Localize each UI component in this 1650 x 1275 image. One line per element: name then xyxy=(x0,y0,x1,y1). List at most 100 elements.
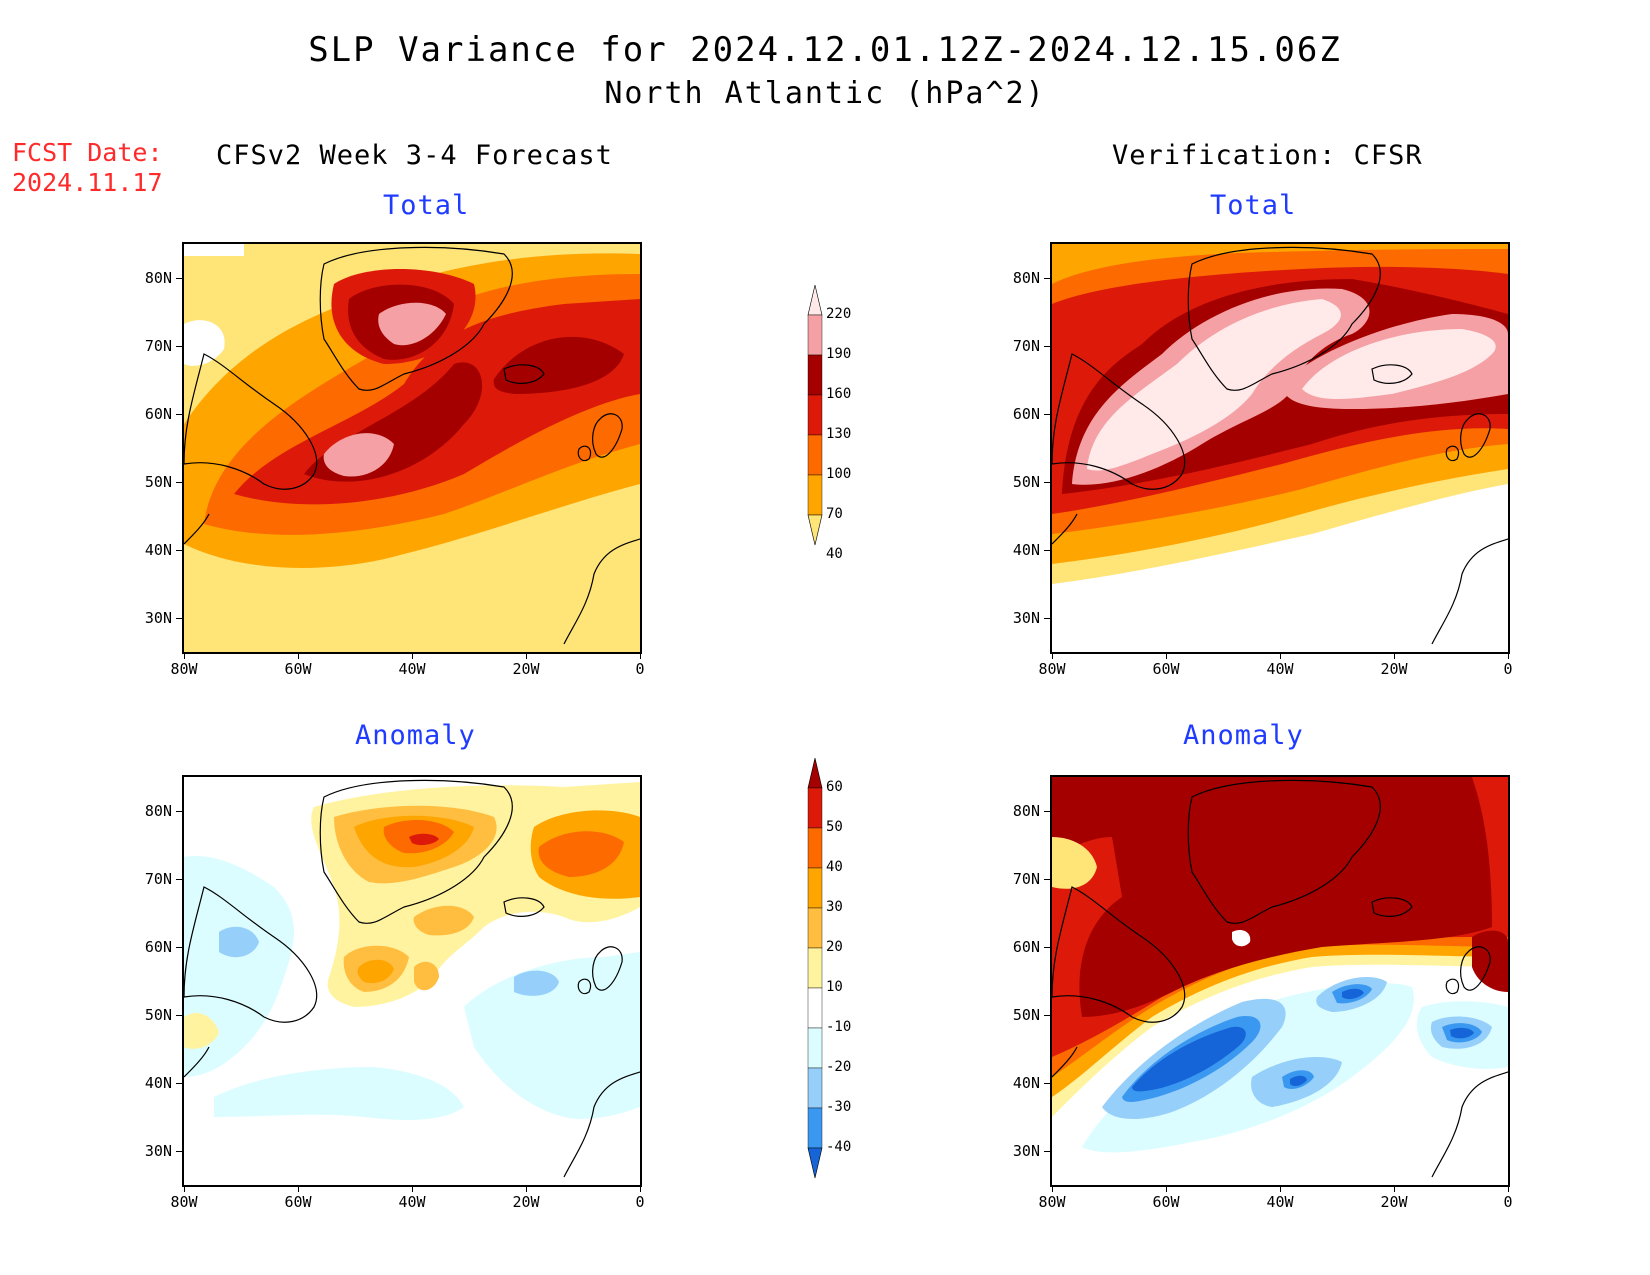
forecast-anomaly-lat-tick xyxy=(176,1151,184,1152)
total-colorbar xyxy=(807,285,823,546)
verification-total-lat-tick xyxy=(1044,618,1052,619)
verification-total-lat-tick xyxy=(1044,346,1052,347)
verification-total-lat-tick xyxy=(1044,414,1052,415)
forecast-anomaly-field xyxy=(184,777,640,1185)
verification-total-lon-label: 60W xyxy=(1152,660,1180,678)
forecast-anomaly-lat-label: 50N xyxy=(144,1006,172,1024)
total-colorbar-segment xyxy=(807,434,823,476)
verification-anomaly-lat-tick xyxy=(1044,947,1052,948)
verification-total-map xyxy=(1050,242,1510,654)
anomaly-colorbar xyxy=(807,758,823,1179)
verification-anomaly-lat-label: 80N xyxy=(1012,802,1040,820)
anomaly-colorbar-level-label: 60 xyxy=(826,779,843,795)
forecast-total-lat-tick xyxy=(176,550,184,551)
total-colorbar-level-label: 70 xyxy=(826,506,843,522)
verification-anomaly-lat-label: 40N xyxy=(1012,1074,1040,1092)
anomaly-colorbar-level-label: 20 xyxy=(826,939,843,955)
forecast-total-map xyxy=(182,242,642,654)
verification-anomaly-lon-tick xyxy=(1166,1185,1167,1192)
forecast-date: FCST Date: 2024.11.17 xyxy=(12,138,163,198)
forecast-total-lat-label: 50N xyxy=(144,473,172,491)
forecast-anomaly-lat-label: 40N xyxy=(144,1074,172,1092)
forecast-anomaly-lon-tick xyxy=(526,1185,527,1192)
forecast-total-lat-tick xyxy=(176,618,184,619)
forecast-total-lon-label: 20W xyxy=(512,660,540,678)
verification-total-lat-label: 50N xyxy=(1012,473,1040,491)
total-colorbar-segment xyxy=(807,354,823,396)
verification-anomaly-lat-tick xyxy=(1044,1015,1052,1016)
verification-anomaly-lon-label: 60W xyxy=(1152,1193,1180,1211)
verification-anomaly-lat-label: 30N xyxy=(1012,1142,1040,1160)
verification-anomaly-lon-label: 0 xyxy=(1503,1193,1513,1211)
verification-anomaly-lon-tick xyxy=(1508,1185,1509,1192)
total-colorbar-level-label: 190 xyxy=(826,346,852,362)
forecast-total-lon-label: 0 xyxy=(635,660,645,678)
forecast-date-value: 2024.11.17 xyxy=(12,168,163,197)
anomaly-colorbar-level-label: -10 xyxy=(826,1019,852,1035)
verification-total-lon-tick xyxy=(1166,652,1167,659)
forecast-anomaly-lon-label: 0 xyxy=(635,1193,645,1211)
forecast-anomaly-title: Anomaly xyxy=(355,720,476,751)
anomaly-colorbar-level-label: 40 xyxy=(826,859,843,875)
verification-total-lon-label: 80W xyxy=(1038,660,1066,678)
forecast-total-lat-label: 30N xyxy=(144,609,172,627)
verification-anomaly-map xyxy=(1050,775,1510,1187)
anomaly-colorbar-level-label: -20 xyxy=(826,1059,852,1075)
verification-anomaly-lat-tick xyxy=(1044,1151,1052,1152)
verification-anomaly-lon-tick xyxy=(1280,1185,1281,1192)
anomaly-colorbar-segment xyxy=(807,867,823,909)
verification-total-lon-label: 0 xyxy=(1503,660,1513,678)
forecast-total-lat-label: 40N xyxy=(144,541,172,559)
verification-total-title: Total xyxy=(1210,190,1297,221)
anomaly-colorbar-bottom-arrow xyxy=(807,1147,823,1179)
verification-total-lat-label: 60N xyxy=(1012,405,1040,423)
forecast-total-lon-label: 60W xyxy=(284,660,312,678)
forecast-anomaly-lat-label: 30N xyxy=(144,1142,172,1160)
verification-total-lat-label: 30N xyxy=(1012,609,1040,627)
forecast-anomaly-lon-label: 40W xyxy=(398,1193,426,1211)
total-colorbar-level-label: 220 xyxy=(826,306,852,322)
verification-anomaly-lat-tick xyxy=(1044,811,1052,812)
forecast-total-lon-label: 80W xyxy=(170,660,198,678)
verification-anomaly-lat-tick xyxy=(1044,1083,1052,1084)
verification-total-lon-tick xyxy=(1508,652,1509,659)
main-subtitle: North Atlantic (hPa^2) xyxy=(604,76,1046,111)
forecast-anomaly-lat-label: 60N xyxy=(144,938,172,956)
anomaly-colorbar-segment xyxy=(807,1027,823,1069)
anomaly-colorbar-segment xyxy=(807,1067,823,1109)
verification-total-lat-tick xyxy=(1044,278,1052,279)
anomaly-colorbar-level-label: 50 xyxy=(826,819,843,835)
verification-anomaly-lon-tick xyxy=(1394,1185,1395,1192)
forecast-total-lon-tick xyxy=(526,652,527,659)
forecast-total-field xyxy=(184,244,640,652)
anomaly-colorbar-segment xyxy=(807,827,823,869)
forecast-total-lat-label: 80N xyxy=(144,269,172,287)
total-colorbar-segment xyxy=(807,314,823,356)
verification-anomaly-lon-label: 80W xyxy=(1038,1193,1066,1211)
total-colorbar-level-label: 40 xyxy=(826,546,843,562)
total-colorbar-level-label: 130 xyxy=(826,426,852,442)
forecast-anomaly-lat-label: 70N xyxy=(144,870,172,888)
forecast-anomaly-lon-label: 20W xyxy=(512,1193,540,1211)
total-colorbar-top-arrow xyxy=(807,285,823,316)
forecast-total-lon-tick xyxy=(412,652,413,659)
forecast-total-lon-tick xyxy=(298,652,299,659)
forecast-total-lat-tick xyxy=(176,346,184,347)
forecast-anomaly-lat-tick xyxy=(176,1083,184,1084)
verification-total-lon-tick xyxy=(1052,652,1053,659)
anomaly-colorbar-top-arrow xyxy=(807,758,823,789)
verification-anomaly-lon-label: 20W xyxy=(1380,1193,1408,1211)
anomaly-colorbar-segment xyxy=(807,1107,823,1149)
total-colorbar-segment xyxy=(807,394,823,436)
verification-anomaly-title: Anomaly xyxy=(1183,720,1304,751)
total-colorbar-level-label: 100 xyxy=(826,466,852,482)
forecast-anomaly-lat-label: 80N xyxy=(144,802,172,820)
verification-total-field xyxy=(1052,244,1508,652)
verification-total-lat-label: 70N xyxy=(1012,337,1040,355)
forecast-total-lat-tick xyxy=(176,278,184,279)
forecast-anomaly-lon-tick xyxy=(184,1185,185,1192)
forecast-total-lon-tick xyxy=(640,652,641,659)
verification-anomaly-lat-label: 50N xyxy=(1012,1006,1040,1024)
total-colorbar-level-label: 160 xyxy=(826,386,852,402)
anomaly-colorbar-level-label: -40 xyxy=(826,1139,852,1155)
